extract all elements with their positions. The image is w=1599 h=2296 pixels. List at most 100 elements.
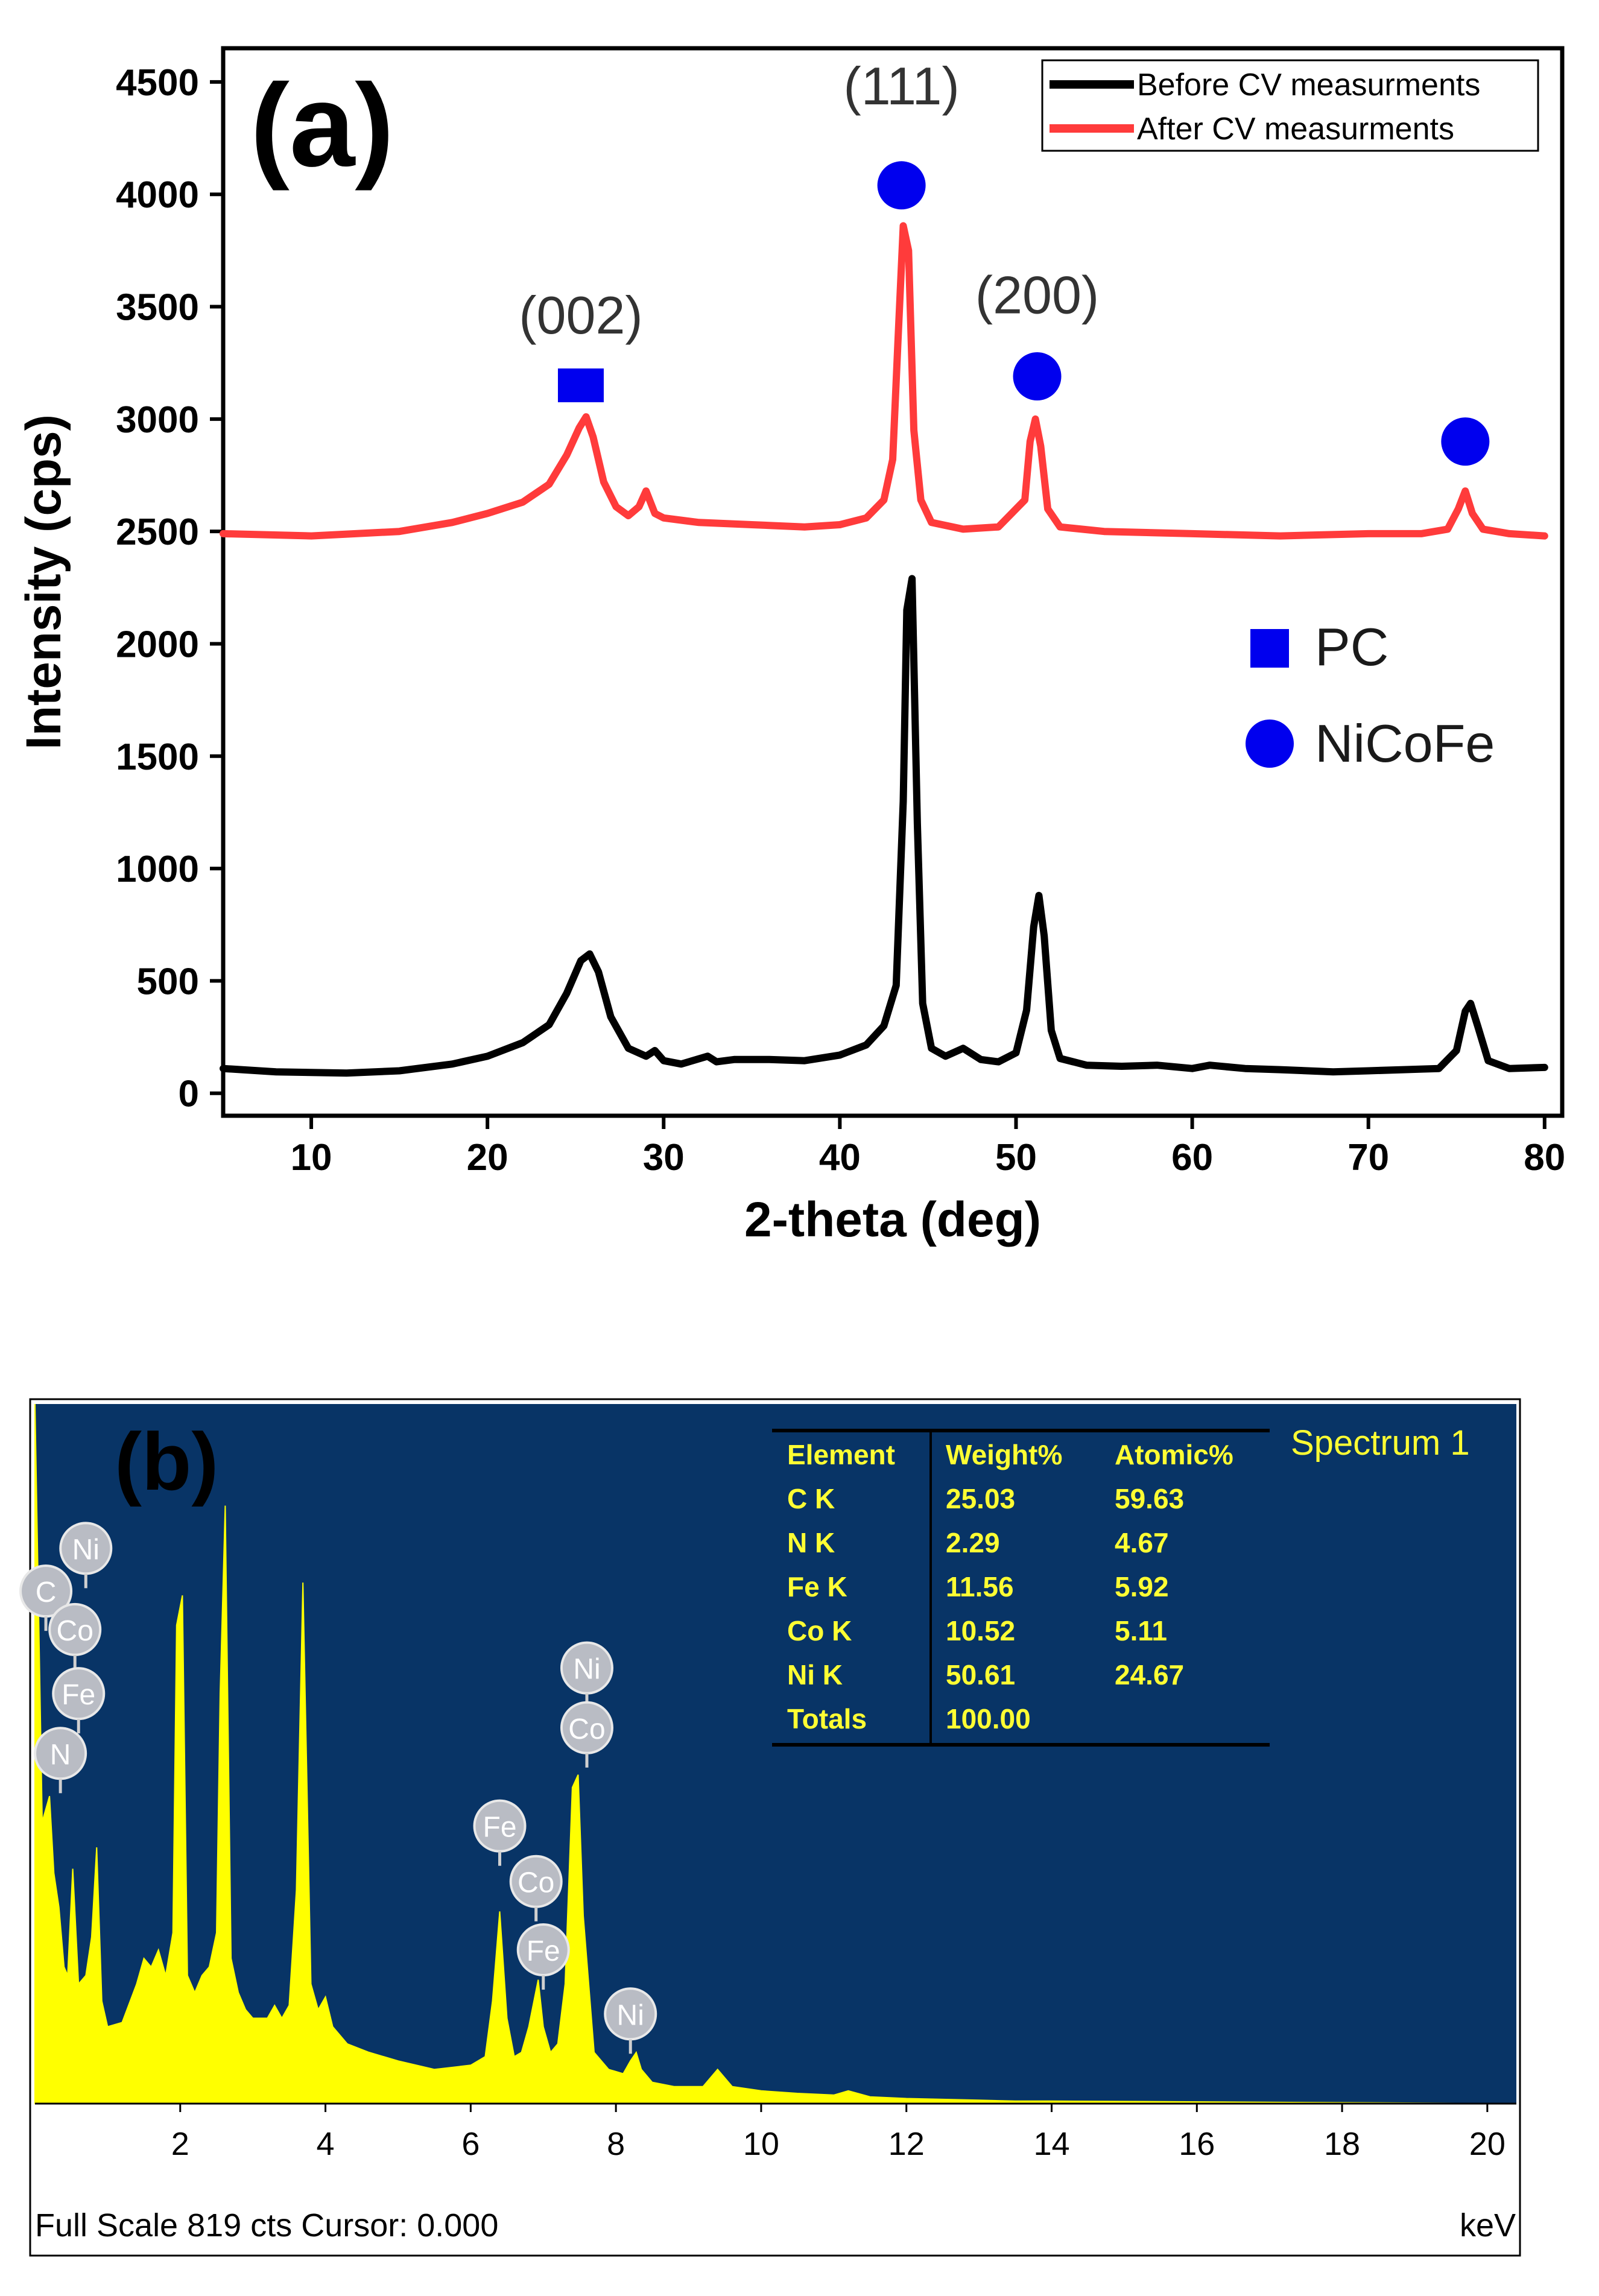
miller-index-label: (200): [975, 265, 1099, 325]
y-tick-label: 4500: [116, 62, 199, 104]
legend-label-before: Before CV measurments: [1137, 68, 1480, 103]
element-label-text: Fe: [62, 1679, 95, 1711]
x-tick-label: 10: [291, 1137, 332, 1178]
xrd-series-group: [220, 222, 1548, 1077]
pc-square-icon: [1250, 629, 1289, 668]
element-label-text: Co: [518, 1867, 554, 1899]
xrd-panel: 0 500 1000 1500 2000 2500 3000 3500 4000 4500 10 2…: [16, 46, 1565, 1247]
x-tick-label: 50: [995, 1137, 1037, 1178]
eds-x-tick-label: 12: [888, 2126, 925, 2162]
y-tick-label: 2500: [116, 511, 199, 553]
table-cell: 24.67: [1115, 1659, 1184, 1690]
miller-index-label: (111): [843, 56, 959, 116]
xrd-line-legend-box: [1041, 59, 1539, 152]
element-label-text: Ni: [573, 1654, 600, 1686]
xrd-plot-frame: [221, 46, 1565, 1118]
element-label-text: N: [50, 1739, 71, 1771]
table-cell: 4.67: [1115, 1527, 1169, 1558]
table-cell: Totals: [787, 1703, 867, 1735]
table-cell: Ni K: [787, 1659, 843, 1690]
series-after-cv-line: [220, 222, 1548, 540]
y-tick-label: 4000: [116, 174, 199, 216]
nicofe-peak-marker: [1441, 417, 1490, 466]
y-tick-label: 1500: [116, 736, 199, 778]
eds-spectrum-area: [34, 1403, 1517, 2104]
table-header-cell: Atomic%: [1115, 1439, 1233, 1470]
xrd-miller-annotations: (002) (111) (200): [519, 56, 1099, 345]
xrd-panel-label: (a): [250, 60, 394, 191]
eds-x-tick-label: 14: [1033, 2126, 1069, 2162]
xrd-x-axis: 10 20 30 40 50 60 70 80: [291, 1116, 1565, 1178]
legend-label-after: After CV measurments: [1137, 112, 1454, 147]
eds-x-axis: 2 4 6 8 10 12 14 16 18 20: [171, 2104, 1506, 2162]
eds-spectrum-title: Spectrum 1: [1291, 1423, 1470, 1463]
eds-x-tick-label: 10: [743, 2126, 779, 2162]
element-label-text: Co: [568, 1713, 605, 1745]
eds-x-tick-label: 6: [461, 2126, 480, 2162]
xrd-phase-markers: [557, 161, 1490, 466]
table-cell: 100.00: [946, 1703, 1031, 1735]
x-tick-label: 60: [1171, 1137, 1213, 1178]
y-tick-label: 2000: [116, 624, 199, 665]
table-cell: 59.63: [1115, 1483, 1184, 1514]
table-cell: Co K: [787, 1615, 852, 1646]
nicofe-peak-marker: [1013, 352, 1062, 401]
eds-x-axis-unit: keV: [1460, 2207, 1516, 2244]
x-tick-label: 70: [1347, 1137, 1389, 1178]
marker-legend-nicofe: NiCoFe: [1315, 713, 1495, 773]
x-tick-label: 40: [819, 1137, 861, 1178]
table-cell: 5.92: [1115, 1571, 1169, 1602]
table-cell: 5.11: [1115, 1615, 1167, 1646]
table-cell: 10.52: [946, 1615, 1015, 1646]
y-tick-label: 3500: [116, 287, 199, 329]
eds-x-tick-label: 2: [171, 2126, 189, 2162]
nicofe-circle-icon: [1246, 719, 1294, 768]
element-label-text: Ni: [617, 1999, 644, 2031]
y-tick-label: 500: [137, 961, 199, 1002]
xrd-x-axis-label: 2-theta (deg): [744, 1192, 1041, 1247]
element-label-text: Fe: [483, 1812, 517, 1844]
x-tick-label: 30: [643, 1137, 685, 1178]
nicofe-peak-marker: [877, 161, 926, 210]
eds-x-tick-label: 18: [1324, 2126, 1360, 2162]
eds-x-tick-label: 4: [317, 2126, 335, 2162]
eds-x-tick-label: 8: [607, 2126, 625, 2162]
y-tick-label: 0: [179, 1074, 199, 1115]
table-cell: C K: [787, 1483, 835, 1514]
table-cell: 50.61: [946, 1659, 1015, 1690]
x-tick-label: 80: [1524, 1137, 1565, 1178]
table-cell: 25.03: [946, 1483, 1015, 1514]
eds-plot-background: [35, 1404, 1516, 2104]
xrd-y-axis-label: Intensity (cps): [16, 414, 71, 750]
table-cell: N K: [787, 1527, 835, 1558]
table-header-cell: Element: [787, 1439, 895, 1470]
eds-x-tick-label: 16: [1179, 2126, 1215, 2162]
element-label-text: Co: [57, 1615, 93, 1647]
eds-panel-label: (b): [115, 1416, 218, 1507]
marker-legend-pc: PC: [1315, 617, 1388, 677]
y-tick-label: 3000: [116, 399, 199, 441]
composition-table: Element Weight% Atomic% C K 25.03 59.63 N K 2.2…: [772, 1429, 1270, 1747]
x-tick-label: 20: [467, 1137, 508, 1178]
xrd-marker-legend: PC NiCoFe: [1246, 617, 1495, 773]
table-header-cell: Weight%: [946, 1439, 1062, 1470]
table-cell: Fe K: [787, 1571, 847, 1602]
xrd-line-legend: Before CV measurments After CV measurmen…: [1041, 59, 1539, 152]
eds-footer-status: Full Scale 819 cts Cursor: 0.000: [35, 2207, 498, 2244]
eds-x-tick-label: 20: [1469, 2126, 1506, 2162]
element-label-text: Fe: [527, 1935, 560, 1967]
eds-series-group: [34, 1403, 1517, 2104]
element-label-text: Ni: [72, 1534, 100, 1566]
miller-index-label: (002): [519, 285, 642, 345]
table-cell: 2.29: [946, 1527, 1000, 1558]
pc-peak-marker: [557, 368, 604, 402]
xrd-y-axis: 0 500 1000 1500 2000 2500 3000 3500 4000 4500: [116, 62, 223, 1115]
y-tick-label: 1000: [116, 849, 199, 890]
table-cell: 11.56: [946, 1571, 1014, 1602]
series-before-cv-line: [220, 575, 1548, 1077]
element-label-text: C: [36, 1577, 57, 1608]
